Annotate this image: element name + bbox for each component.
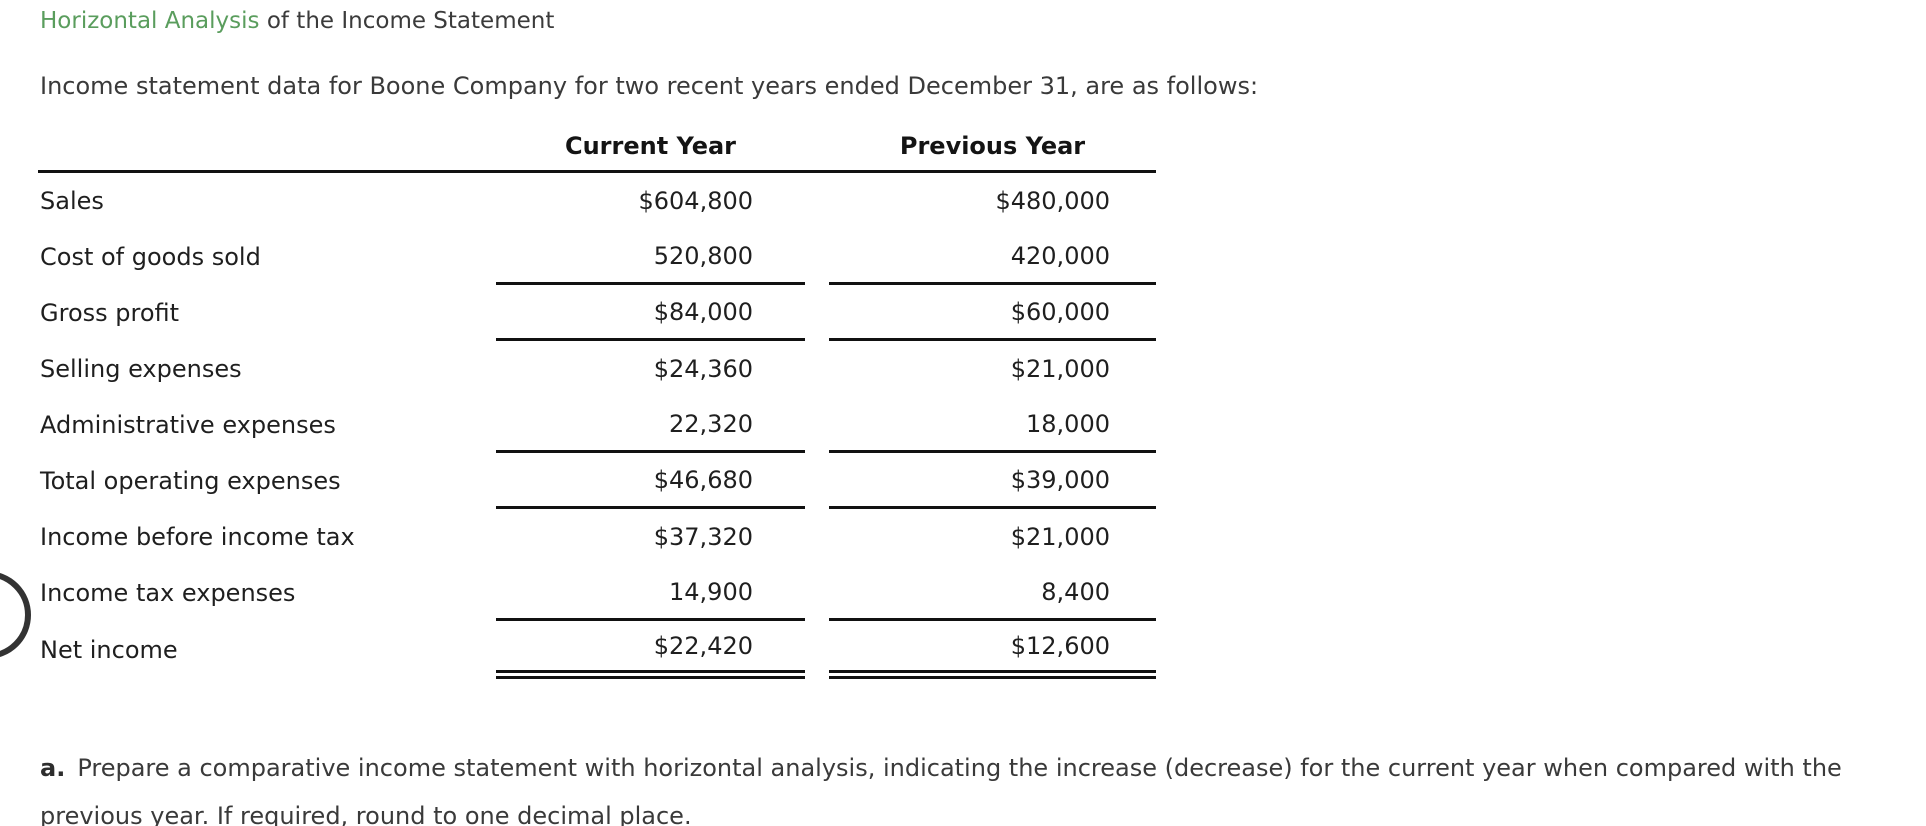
row-label: Selling expenses: [40, 355, 242, 383]
previous-year-value: 18,000: [829, 397, 1156, 453]
previous-year-value: $21,000: [1010, 523, 1110, 551]
column-gap: [805, 397, 829, 453]
table-row: Income before income tax $37,320 $21,000: [38, 509, 1156, 565]
table-row: Gross profit $84,000 $60,000: [38, 285, 1156, 341]
column-gap: [805, 509, 829, 565]
previous-year-value: $39,000: [829, 453, 1156, 509]
current-year-value: 14,900: [496, 565, 805, 621]
previous-year-value: $12,600: [829, 621, 1156, 679]
current-year-value: $24,360: [653, 355, 753, 383]
current-year-value: $84,000: [496, 285, 805, 341]
column-gap: [805, 621, 829, 679]
table-row: Cost of goods sold 520,800 420,000: [38, 229, 1156, 285]
previous-year-value: $60,000: [829, 285, 1156, 341]
current-year-value: 22,320: [496, 397, 805, 453]
instruction-text: a. Prepare a comparative income statement…: [40, 744, 1896, 826]
row-label: Gross profit: [40, 299, 180, 327]
table-row: Selling expenses $24,360 $21,000: [38, 341, 1156, 397]
column-gap: [805, 229, 829, 285]
table-body: Sales $604,800 $480,000 Cost of goods sold 5…: [38, 173, 1156, 679]
previous-year-value: $480,000: [995, 187, 1110, 215]
income-statement-table: Current Year Previous Year Sales $604,800…: [38, 125, 1156, 679]
page-title-rest: of the Income Statement: [259, 8, 555, 34]
partial-circle-annotation: [0, 571, 31, 659]
column-gap: [805, 453, 829, 509]
current-year-value: $604,800: [638, 187, 753, 215]
previous-year-value: $21,000: [1010, 355, 1110, 383]
row-label: Net income: [40, 636, 178, 664]
current-year-value: 520,800: [496, 229, 805, 285]
table-row: Administrative expenses 22,320 18,000: [38, 397, 1156, 453]
row-label: Income before income tax: [40, 523, 355, 551]
row-label: Sales: [40, 187, 104, 215]
page-title: Horizontal Analysis of the Income Statem…: [40, 8, 554, 34]
table-row: Net income $22,420 $12,600: [38, 621, 1156, 679]
column-gap: [805, 565, 829, 621]
current-year-header: Current Year: [564, 132, 737, 160]
previous-year-header: Previous Year: [899, 132, 1086, 160]
column-gap: [805, 285, 829, 341]
row-label: Income tax expenses: [40, 579, 296, 607]
table-header-row: Current Year Previous Year: [38, 125, 1156, 173]
current-year-value: $22,420: [496, 621, 805, 679]
row-label: Cost of goods sold: [40, 243, 261, 271]
row-label: Administrative expenses: [40, 411, 336, 439]
previous-year-value: 8,400: [829, 565, 1156, 621]
column-gap: [805, 125, 829, 170]
column-gap: [805, 173, 829, 229]
instruction-body: Prepare a comparative income statement w…: [40, 754, 1842, 826]
table-row: Income tax expenses 14,900 8,400: [38, 565, 1156, 621]
previous-year-value: 420,000: [829, 229, 1156, 285]
instruction-marker: a.: [40, 754, 66, 782]
current-year-value: $37,320: [653, 523, 753, 551]
intro-text: Income statement data for Boone Company …: [40, 72, 1259, 100]
current-year-value: $46,680: [496, 453, 805, 509]
table-row: Total operating expenses $46,680 $39,000: [38, 453, 1156, 509]
table-row: Sales $604,800 $480,000: [38, 173, 1156, 229]
column-gap: [805, 341, 829, 397]
row-label: Total operating expenses: [40, 467, 341, 495]
row-label-header: [38, 125, 496, 170]
horizontal-analysis-link[interactable]: Horizontal Analysis: [40, 8, 260, 34]
